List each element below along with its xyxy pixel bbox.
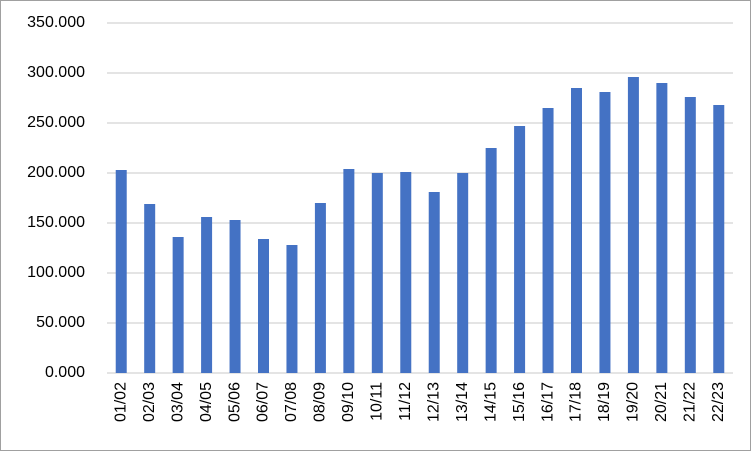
bar xyxy=(713,105,725,373)
bar xyxy=(172,237,184,373)
bar xyxy=(627,77,639,373)
x-tick-label: 05/06 xyxy=(226,382,243,422)
x-tick-label: 11/12 xyxy=(397,382,414,421)
bar xyxy=(314,203,326,373)
bar xyxy=(258,239,269,373)
x-tick-label: 04/05 xyxy=(198,382,215,422)
bar xyxy=(571,88,582,373)
x-tick-label: 15/16 xyxy=(511,382,528,422)
x-tick-label: 02/03 xyxy=(141,382,158,422)
x-tick-label: 22/23 xyxy=(710,382,727,422)
x-tick-label: 09/10 xyxy=(340,382,357,422)
y-tick-label: 250.000 xyxy=(27,114,85,131)
bar xyxy=(542,108,554,373)
bar xyxy=(514,126,526,373)
x-tick-label: 17/18 xyxy=(568,382,585,422)
x-tick-label: 21/22 xyxy=(682,382,699,422)
y-tick-label: 0.000 xyxy=(45,364,85,381)
bar xyxy=(229,220,241,373)
x-tick-label: 20/21 xyxy=(653,382,670,422)
y-tick-label: 350.000 xyxy=(27,14,85,31)
bar xyxy=(599,92,611,373)
bar xyxy=(457,173,469,373)
x-tick-label: 01/02 xyxy=(112,382,129,422)
y-tick-label: 100.000 xyxy=(27,264,85,281)
bar xyxy=(201,217,213,373)
bar xyxy=(115,170,127,373)
bar xyxy=(144,204,156,373)
x-tick-label: 18/19 xyxy=(596,382,613,422)
bar xyxy=(656,83,668,373)
x-tick-label: 08/09 xyxy=(312,382,329,422)
x-tick-label: 12/13 xyxy=(425,382,442,422)
bar xyxy=(400,172,412,373)
y-tick-label: 300.000 xyxy=(27,64,85,81)
y-tick-label: 50.000 xyxy=(36,314,85,331)
x-tick-label: 03/04 xyxy=(169,382,186,422)
x-tick-label: 07/08 xyxy=(283,382,300,422)
bar xyxy=(371,173,383,373)
y-tick-label: 150.000 xyxy=(27,214,85,231)
bar xyxy=(684,97,696,373)
x-tick-label: 16/17 xyxy=(539,382,556,422)
bar xyxy=(286,245,298,373)
x-tick-label: 14/15 xyxy=(482,382,499,422)
bar xyxy=(343,169,355,373)
x-tick-label: 19/20 xyxy=(625,382,642,422)
bar xyxy=(428,192,440,373)
x-tick-label: 13/14 xyxy=(454,382,471,422)
x-tick-label: 10/11 xyxy=(369,382,386,421)
bar xyxy=(485,148,497,373)
y-tick-label: 200.000 xyxy=(27,164,85,181)
x-tick-label: 06/07 xyxy=(255,382,272,422)
